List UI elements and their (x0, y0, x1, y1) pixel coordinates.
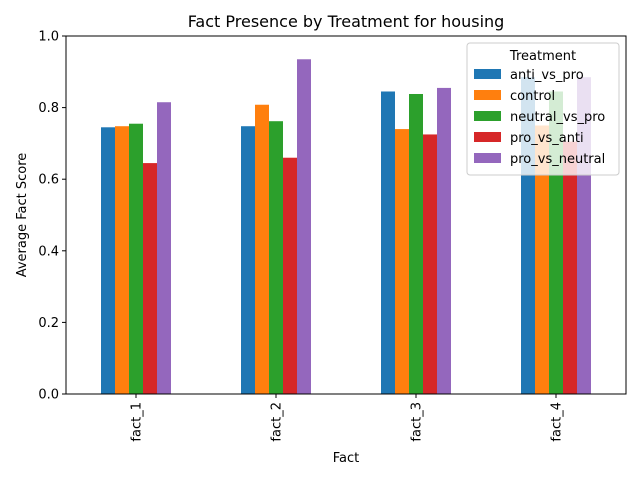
bar-anti_vs_pro-fact_2 (241, 126, 255, 394)
legend-label-pro_vs_anti: pro_vs_anti (510, 131, 584, 146)
x-tick-label: fact_3 (410, 402, 425, 442)
y-tick-label: 0.8 (38, 101, 59, 116)
bar-control-fact_4 (535, 125, 549, 394)
bar-pro_vs_neutral-fact_2 (297, 59, 311, 395)
y-tick-label: 0.4 (38, 244, 59, 259)
legend-swatch-pro_vs_neutral (474, 153, 501, 163)
legend-swatch-pro_vs_anti (474, 132, 501, 142)
legend-label-neutral_vs_pro: neutral_vs_pro (510, 110, 605, 125)
legend-label-control: control (510, 89, 555, 104)
bar-pro_vs_neutral-fact_3 (437, 87, 451, 394)
bar-anti_vs_pro-fact_3 (381, 91, 395, 395)
plot-frame (65, 35, 627, 395)
x-tick-label: fact_4 (550, 402, 565, 442)
y-tick-label: 0.6 (38, 173, 59, 188)
legend-box (466, 42, 620, 176)
x-tick-label: fact_2 (270, 402, 285, 442)
bar-control-fact_2 (255, 104, 269, 395)
bar-neutral_vs_pro-fact_3 (409, 93, 423, 394)
chart-title: Fact Presence by Treatment for housing (188, 12, 505, 31)
bar-pro_vs_neutral-fact_1 (157, 102, 171, 394)
y-axis: 0.0 0.2 0.4 0.6 0.8 1.0 (38, 30, 66, 403)
y-axis-label: Average Fact Score (15, 153, 30, 278)
x-axis-label: Fact (333, 451, 360, 466)
y-tick-label: 0.2 (38, 316, 59, 331)
bar-control-fact_1 (115, 126, 129, 394)
bar-pro_vs_anti-fact_4 (563, 141, 577, 394)
legend-label-anti_vs_pro: anti_vs_pro (510, 68, 584, 83)
y-tick-label: 1.0 (38, 30, 59, 45)
bar-pro_vs_anti-fact_3 (423, 134, 437, 394)
bar-pro_vs_anti-fact_1 (143, 163, 157, 394)
bar-pro_vs_anti-fact_2 (283, 157, 297, 394)
bar-neutral_vs_pro-fact_1 (129, 123, 143, 395)
legend-swatch-neutral_vs_pro (474, 111, 501, 121)
legend-label-pro_vs_neutral: pro_vs_neutral (510, 152, 605, 167)
legend-swatch-control (474, 90, 501, 100)
legend-title: Treatment (509, 49, 576, 64)
bar-control-fact_3 (395, 129, 409, 394)
bars-group (101, 59, 591, 395)
bar-neutral_vs_pro-fact_2 (269, 121, 283, 394)
x-tick-label: fact_1 (130, 402, 145, 442)
legend-swatch-anti_vs_pro (474, 69, 501, 79)
bar-anti_vs_pro-fact_1 (101, 127, 115, 394)
x-axis: fact_1 fact_2 fact_3 fact_4 (130, 394, 565, 442)
y-tick-label: 0.0 (38, 388, 59, 403)
